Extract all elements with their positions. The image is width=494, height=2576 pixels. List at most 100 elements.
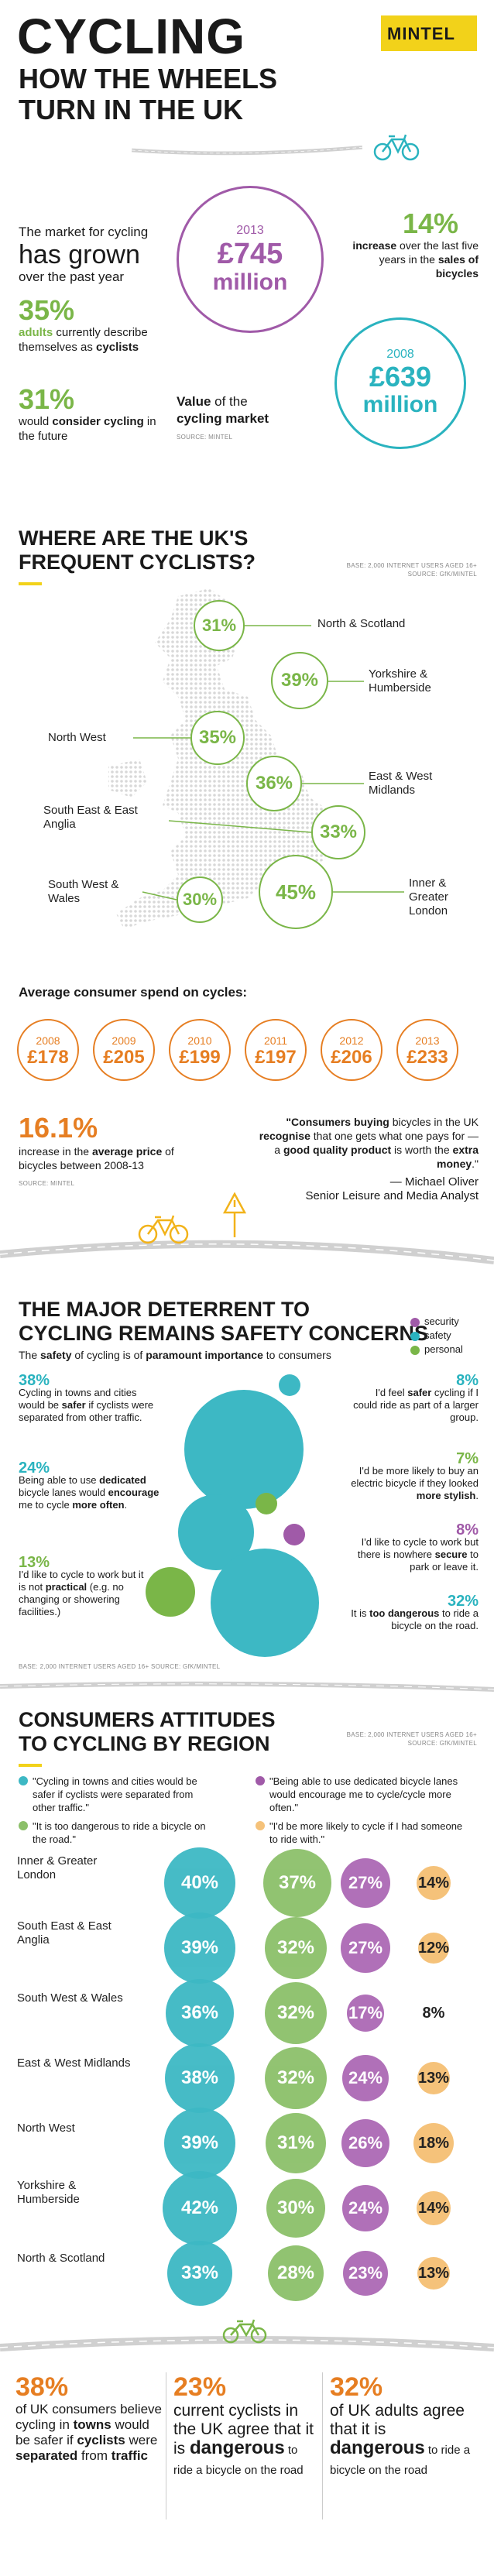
row-value-separated: 38% [165,2043,235,2113]
warning-sign-icon [223,1192,246,1237]
increase-bold: increase [352,239,397,252]
row-value-lanes: 37% [263,1849,331,1917]
stat-adults-value: 35% [19,294,75,326]
stat-consider-rest: in the future [19,415,156,443]
legend-label: safety [424,1329,451,1341]
quote-lead: "Consumers buying [286,1116,389,1128]
footer-bold: dangerous [190,2437,285,2458]
deterrent-bold: dedicated [99,1474,146,1486]
map-label-yorkshire-text: Yorkshire & Humberside [369,667,431,695]
row-value-lanes: 30% [266,2179,325,2238]
map-label-midlands-text: East & West Midlands [369,770,433,797]
spend-item-2008: 2008 £178 [17,1019,79,1081]
deterrent-title: THE MAJOR DETERRENT TO CYCLING REMAINS S… [19,1298,428,1346]
map-label-south-west-text: South West & Wales [48,878,119,905]
market-intro: The market for cycling has grown over th… [19,225,173,285]
row-value-ride-with: 12% [418,1933,449,1964]
footer-value: 38% [15,2372,69,2402]
spend-title: Average consumer spend on cycles: [19,985,248,1000]
footer-part: of UK consumers believe cycling in [15,2402,162,2432]
deterrent-title-bold: DETERRENT [147,1298,276,1321]
spend-item-2011: 2011 £197 [245,1019,307,1081]
legend-label: security [424,1315,459,1327]
row-value-dangerous: 24% [342,2185,389,2231]
row-value-dangerous: 27% [341,1923,390,1973]
sub-bold: paramount importance [146,1349,263,1361]
sub-c: to consumers [262,1349,331,1361]
footer-bold: dangerous [330,2437,425,2458]
quote-part: is worth the [391,1144,453,1156]
deterrent-left-2: 24% Being able to use dedicated bicycle … [19,1460,173,1511]
attitudes-legend-3: "It is too dangerous to ride a bicycle o… [19,1820,228,1846]
market-circle-2013: 2013 £745 million [177,186,324,333]
mintel-logo [381,15,477,51]
row-value-separated: 33% [167,2241,232,2306]
price-source: SOURCE: MINTEL [19,1180,75,1187]
market-unit-2013: million [212,269,288,295]
legend-personal: personal [410,1343,463,1357]
map-label-north-west: North West [48,731,106,744]
deterrent-text: bicycle lanes would [19,1487,108,1498]
bicycle-icon [138,1215,189,1244]
market-circle-2008: 2008 £639 million [334,317,466,449]
footer-text: of UK consumers believe cycling in towns… [15,2402,163,2464]
row-value-separated: 36% [166,1979,234,2047]
row-value-lanes: 31% [266,2113,326,2173]
spend-item-2013: 2013 £233 [396,1019,458,1081]
deterrent-value: 7% [456,1450,479,1467]
bubble-7 [256,1493,277,1514]
quote-bold: extra money [437,1144,479,1170]
map-circle-midlands: 36% [246,756,302,811]
footer-text: current cyclists in the UK agree that it… [173,2402,317,2480]
row-value-separated: 40% [164,1847,235,1919]
spend-item-2012: 2012 £206 [321,1019,383,1081]
deterrent-left-3: 13% I'd like to cycle to work but it is … [19,1554,150,1618]
bubble-8-secure [283,1524,305,1545]
deterrent-text: to ride a bicycle on the road. [391,1607,479,1631]
row-value-separated: 39% [164,2108,235,2179]
attitudes-base: BASE: 2,000 INTERNET USERS AGED 16+ [346,1731,477,1738]
deterrent-value: 13% [19,1554,50,1571]
row-region: East & West Midlands [17,2056,131,2070]
legend-safety: safety [410,1329,463,1343]
market-intro-big: has grown [19,240,140,269]
map-label-london-text: Inner & Greater London [409,876,448,918]
footer-bold: traffic [111,2448,149,2463]
spend-year: 2013 [415,1034,440,1047]
footer-part: from [77,2448,111,2463]
deterrent-title-b: TO [275,1298,310,1321]
deterrent-text: me to cycle [19,1499,73,1511]
road-divider [0,1681,494,1692]
map-label-south-west: South West & Wales [48,878,141,906]
footer-col-2: 23% current cyclists in the UK agree tha… [173,2372,317,2480]
attitudes-title: CONSUMERS ATTITUDES TO CYCLING BY REGION [19,1708,276,1756]
market-value-2008: £639 [369,361,432,393]
footer-bold: cyclists [77,2433,125,2447]
legend-label: personal [424,1343,463,1355]
deterrent-text: . [124,1499,128,1511]
map-base: BASE: 2,000 INTERNET USERS AGED 16+ [346,562,477,569]
yellow-accent [19,582,42,585]
bicycle-icon [222,2319,267,2344]
deterrent-right-3: 8% I'd like to cycle to work but there i… [341,1522,479,1573]
quote-author: — Michael Oliver [389,1175,479,1189]
market-year-2013: 2013 [236,224,264,237]
row-region: North West [17,2122,75,2135]
legend-security: security [410,1315,463,1329]
row-value-separated: 39% [164,1912,235,1984]
row-value-separated: 42% [163,2171,237,2245]
deterrent-title-line2: CYCLING REMAINS SAFETY CONCERNS [19,1322,429,1345]
spend-value: £233 [407,1047,448,1068]
attitudes-legend-text: "I'd be more likely to cycle if I had so… [269,1820,463,1845]
price-increase-value: 16.1% [19,1112,98,1144]
analyst-quote: "Consumers buying bicycles in the UK rec… [256,1115,479,1203]
deterrent-right-2: 7% I'd be more likely to buy an electric… [338,1450,479,1502]
map-circle-south-west: 30% [177,876,223,923]
footer-bold: separated [15,2448,78,2463]
increase-rest: over the last five years in the [379,239,479,266]
sub-b: of cycling is of [71,1349,146,1361]
map-label-london: Inner & Greater London [409,876,479,918]
map-title-rest: ARE THE UK'S [96,527,249,550]
deterrent-text: It is [351,1607,370,1619]
row-value-ride-with: 13% [417,2257,450,2290]
